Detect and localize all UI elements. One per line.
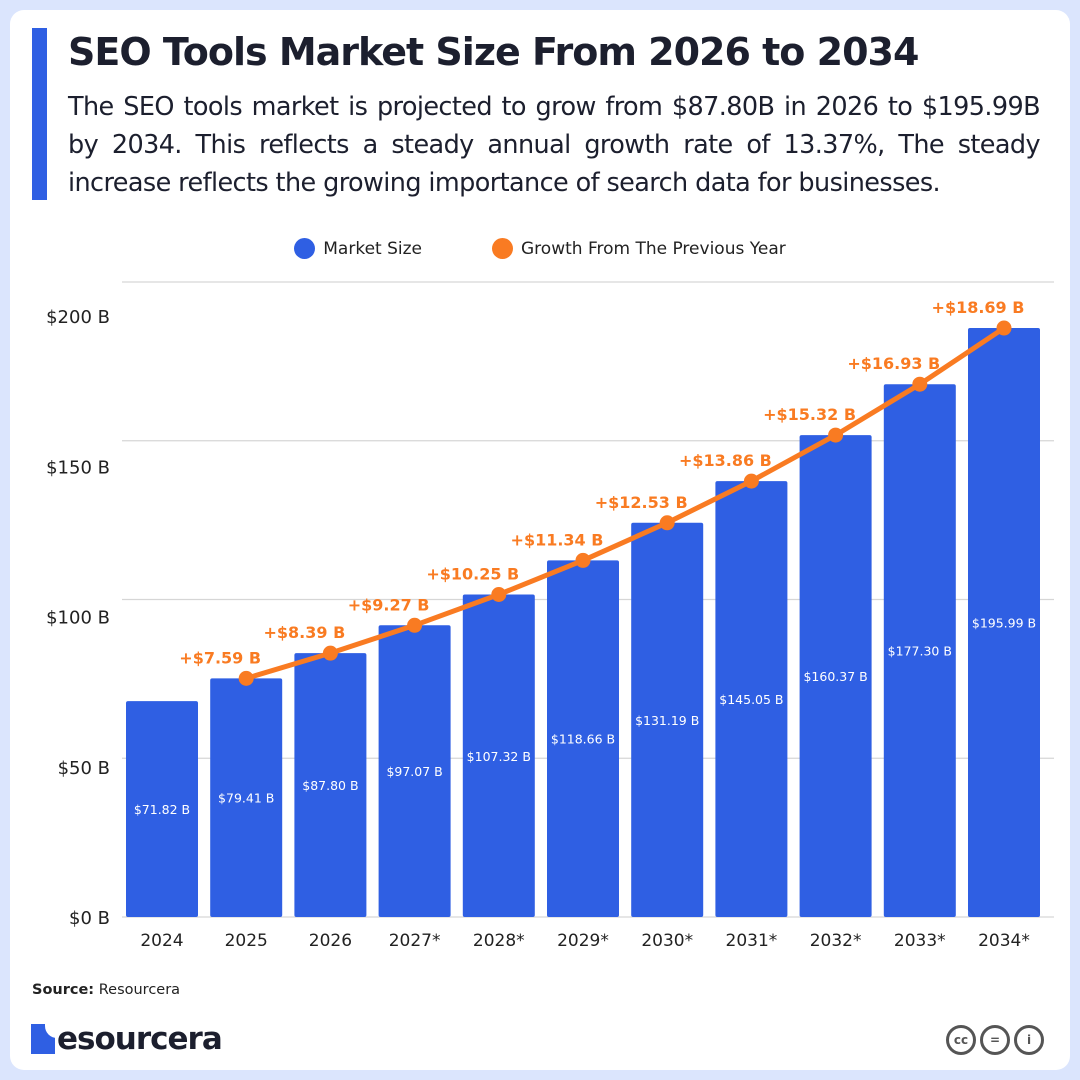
legend: Market Size Growth From The Previous Yea… (0, 238, 1080, 259)
license-icons: cc = i (946, 1025, 1044, 1055)
legend-label: Market Size (323, 238, 422, 259)
growth-point (912, 376, 928, 392)
x-tick-label: 2024 (140, 931, 183, 951)
source: Source: Resourcera (32, 982, 180, 998)
bar (210, 678, 283, 917)
growth-label: +$15.32 B (763, 405, 856, 424)
logo-mark-icon (31, 1022, 57, 1054)
growth-label: +$10.25 B (426, 565, 519, 584)
bar-value-label: $177.30 B (888, 644, 952, 659)
cc-icon: cc (946, 1025, 976, 1055)
x-tick-label: 2029* (557, 931, 609, 951)
x-tick-label: 2033* (894, 931, 946, 951)
x-tick-label: 2034* (978, 931, 1030, 951)
y-tick-label: $200 B (46, 307, 110, 328)
growth-point (743, 473, 759, 489)
y-tick-label: $0 B (69, 908, 110, 929)
page-title: SEO Tools Market Size From 2026 to 2034 (68, 30, 919, 74)
x-tick-label: 2027* (389, 931, 441, 951)
person-icon: i (1014, 1025, 1044, 1055)
legend-dot-icon (492, 238, 513, 259)
growth-point (491, 587, 507, 603)
x-tick-label: 2032* (810, 931, 862, 951)
source-label: Source: (32, 982, 95, 998)
bar-value-label: $145.05 B (719, 692, 783, 707)
legend-item-market-size: Market Size (294, 238, 422, 259)
bar-value-label: $118.66 B (551, 732, 615, 747)
bar-value-label: $87.80 B (302, 778, 358, 793)
x-tick-label: 2025 (225, 931, 268, 951)
growth-point (659, 515, 675, 531)
growth-point (407, 617, 423, 633)
bar-value-label: $97.07 B (386, 764, 442, 779)
growth-label: +$8.39 B (264, 623, 346, 642)
growth-label: +$9.27 B (348, 595, 430, 614)
bar-value-label: $195.99 B (972, 616, 1036, 631)
logo-text: esourcera (57, 1021, 223, 1057)
growth-label: +$13.86 B (679, 451, 772, 470)
bar-value-label: $160.37 B (803, 669, 867, 684)
x-tick-label: 2026 (309, 931, 352, 951)
bar-value-label: $79.41 B (218, 791, 274, 806)
growth-point (575, 552, 591, 568)
bar-value-label: $107.32 B (467, 749, 531, 764)
legend-item-growth: Growth From The Previous Year (492, 238, 786, 259)
legend-label: Growth From The Previous Year (521, 238, 786, 259)
growth-point (238, 670, 254, 686)
y-tick-label: $50 B (58, 758, 110, 779)
growth-label: +$11.34 B (511, 530, 604, 549)
x-tick-label: 2028* (473, 931, 525, 951)
bar (378, 625, 451, 917)
bar (715, 481, 788, 917)
growth-line (245, 325, 1006, 681)
bar (462, 594, 535, 917)
bar (883, 384, 956, 917)
bar (547, 560, 619, 917)
page-subtitle: The SEO tools market is projected to gro… (68, 92, 1041, 198)
bar (126, 701, 198, 917)
legend-dot-icon (294, 238, 316, 259)
x-tick-label: 2030* (641, 931, 693, 951)
growth-label: +$7.59 B (179, 648, 261, 667)
bar-value-label: $131.19 B (635, 713, 699, 728)
growth-point (322, 645, 338, 661)
x-tick-label: 2031* (726, 931, 778, 951)
growth-point (828, 427, 844, 443)
bar (631, 522, 704, 917)
growth-label: +$12.53 B (595, 493, 688, 512)
bar (799, 435, 872, 917)
growth-label: +$18.69 B (932, 298, 1025, 317)
y-tick-label: $100 B (46, 608, 110, 629)
growth-label: +$16.93 B (847, 354, 940, 373)
growth-point (996, 320, 1012, 336)
bar (968, 328, 1040, 917)
accent-bar (32, 28, 47, 200)
bar (294, 653, 367, 917)
brand-logo: esourcera (31, 1021, 223, 1057)
bar-value-label: $71.82 B (134, 802, 190, 817)
y-tick-label: $150 B (46, 457, 110, 478)
source-value: Resourcera (98, 982, 181, 998)
equals-icon: = (980, 1025, 1010, 1055)
